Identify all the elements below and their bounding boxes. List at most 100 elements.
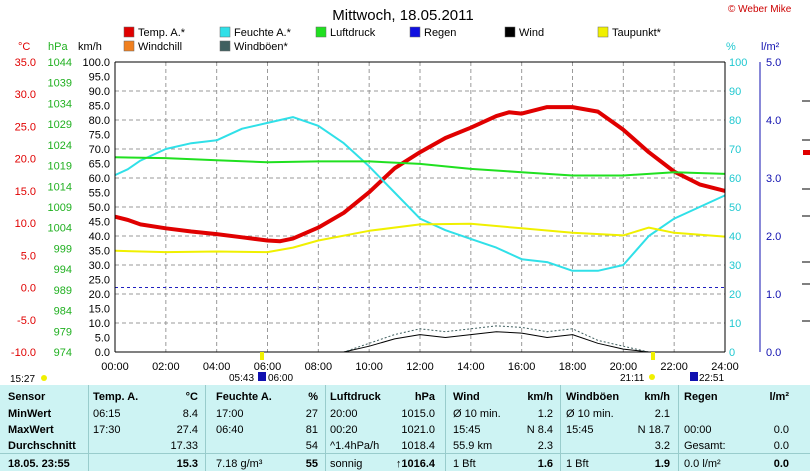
- table-cell: 1018.4: [401, 440, 435, 452]
- weather-chart: Mittwoch, 18.05.2011 © Weber Mike Temp. …: [10, 4, 810, 385]
- table-cell: 17:00: [216, 408, 244, 420]
- c-tick-label: 25.0: [15, 121, 36, 133]
- c-tick-label: 20.0: [15, 154, 36, 166]
- sunrise-a: 05:43: [229, 373, 254, 384]
- table-cell: 00:00: [684, 424, 712, 436]
- table-separator: [560, 385, 561, 471]
- pct-tick-label: 100: [729, 57, 747, 69]
- unit-lm2: l/m²: [761, 41, 780, 53]
- table-cell: 0.0: [773, 424, 789, 436]
- table-cell: sonnig: [330, 458, 363, 470]
- series-line-0: [114, 105, 726, 244]
- kmh-tick-label: 30.0: [89, 260, 110, 272]
- c-tick-label: 10.0: [15, 218, 36, 230]
- c-tick-label: 0.0: [21, 283, 36, 295]
- sun-icon-sunset: [649, 374, 655, 380]
- x-tick-label: 18:00: [559, 361, 587, 373]
- unit-pct: %: [726, 41, 736, 53]
- table-cell: 2.3: [537, 440, 553, 452]
- sunrise-tick: [260, 352, 264, 360]
- copyright: © Weber Mike: [728, 4, 792, 15]
- kmh-tick-label: 75.0: [89, 130, 110, 142]
- table-header-cell: Sensor: [8, 391, 46, 403]
- table-cell: ↑1016.4: [395, 458, 435, 470]
- table-separator: [678, 385, 679, 471]
- table-cell: N 8.4: [526, 424, 553, 436]
- table-cell: Ø 10 min.: [453, 408, 501, 420]
- table-cell: 1 Bft: [566, 458, 589, 470]
- lm2-tick-label: 3.0: [766, 173, 781, 185]
- table-cell: 55.9 km: [453, 440, 493, 452]
- hpa-tick-label: 1044: [48, 57, 72, 69]
- kmh-tick-label: 70.0: [89, 144, 110, 156]
- x-tick-label: 16:00: [508, 361, 536, 373]
- table-cell: 15:45: [566, 424, 594, 436]
- table-header-cell: Windböen: [566, 391, 620, 403]
- table-separator: [205, 385, 206, 471]
- table-cell: 1021.0: [401, 424, 435, 436]
- x-tick-label: 14:00: [457, 361, 485, 373]
- pct-tick-label: 0: [729, 347, 735, 359]
- x-tick-label: 08:00: [305, 361, 333, 373]
- table-cell: Gesamt:: [684, 440, 726, 452]
- kmh-tick-label: 60.0: [89, 173, 110, 185]
- x-tick-label: 20:00: [610, 361, 638, 373]
- table-cell: 1 Bft: [453, 458, 476, 470]
- table-cell: 06:40: [216, 424, 244, 436]
- hpa-tick-label: 979: [54, 326, 72, 338]
- pct-tick-label: 10: [729, 318, 741, 330]
- unit-kmh: km/h: [78, 41, 102, 53]
- table-cell: 2.1: [654, 408, 670, 420]
- table-row-label: MinWert: [8, 408, 52, 420]
- table-cell: 17:30: [93, 424, 121, 436]
- table-header-cell: l/m²: [769, 391, 789, 403]
- kmh-tick-label: 15.0: [89, 304, 110, 316]
- table-divider: [0, 453, 810, 454]
- sunset-b: 22:51: [699, 373, 724, 384]
- x-tick-label: 22:00: [660, 361, 688, 373]
- chart-title: Mittwoch, 18.05.2011: [332, 7, 473, 24]
- c-tick-label: 30.0: [15, 89, 36, 101]
- hpa-tick-label: 1019: [48, 161, 72, 173]
- sunrise-b: 06:00: [268, 373, 293, 384]
- table-row-label: Durchschnitt: [8, 440, 76, 452]
- table-row-label: 18.05. 23:55: [8, 458, 70, 470]
- c-tick-label: 5.0: [21, 250, 36, 262]
- legend-swatch: [597, 26, 609, 38]
- table-header-cell: Regen: [684, 391, 718, 403]
- kmh-tick-label: 20.0: [89, 289, 110, 301]
- table-cell: 0.0: [773, 440, 789, 452]
- x-tick-label: 12:00: [406, 361, 434, 373]
- sunrise-icon: [258, 372, 266, 381]
- legend-swatch: [219, 40, 231, 52]
- kmh-tick-label: 65.0: [89, 159, 110, 171]
- legend-label: Temp. A.*: [138, 27, 186, 39]
- x-tick-label: 02:00: [152, 361, 180, 373]
- plot-grid: [115, 62, 725, 352]
- hpa-tick-label: 1024: [48, 140, 72, 152]
- series-line-4: [115, 331, 725, 353]
- table-cell: 1.9: [654, 458, 670, 470]
- hpa-tick-label: 1039: [48, 78, 72, 90]
- series-line-5: [115, 325, 725, 353]
- sunset-tick: [651, 352, 655, 360]
- unit-hpa: hPa: [48, 41, 68, 53]
- legend-label: Windböen*: [234, 41, 289, 53]
- lm2-tick-label: 0.0: [766, 347, 781, 359]
- kmh-tick-label: 10.0: [89, 318, 110, 330]
- table-header-cell: °C: [185, 391, 198, 403]
- kmh-tick-label: 85.0: [89, 101, 110, 113]
- sun-time-left: 15:27: [10, 374, 35, 385]
- table-header-cell: Wind: [453, 391, 480, 403]
- hpa-tick-label: 1034: [48, 98, 72, 110]
- table-cell: 7.18 g/m³: [216, 458, 263, 470]
- pct-tick-label: 20: [729, 289, 741, 301]
- kmh-tick-label: 5.0: [95, 333, 110, 345]
- table-cell: 54: [305, 440, 318, 452]
- table-header-cell: Temp. A.: [93, 391, 139, 403]
- legend-swatch: [219, 26, 231, 38]
- kmh-tick-label: 100.0: [82, 57, 110, 69]
- table-cell: 15:45: [453, 424, 481, 436]
- lm2-tick-label: 4.0: [766, 115, 781, 127]
- table-cell: 1015.0: [401, 408, 435, 420]
